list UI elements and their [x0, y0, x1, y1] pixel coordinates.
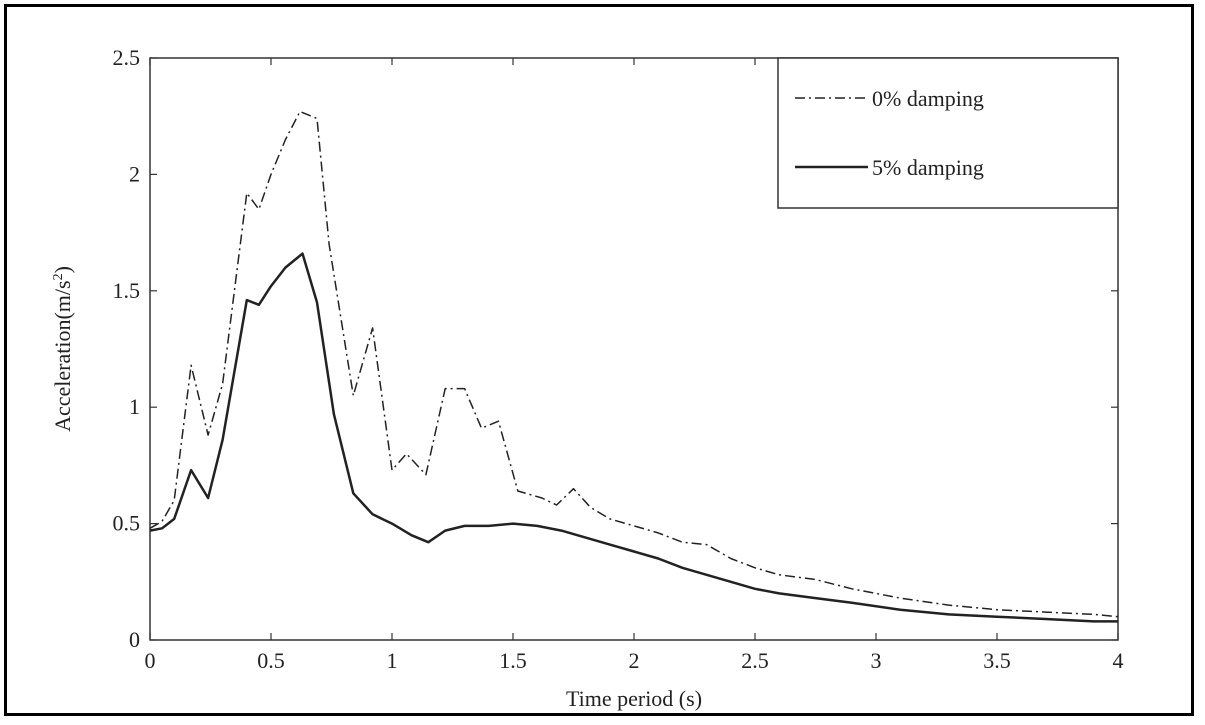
x-tick-label: 1 [387, 648, 398, 673]
y-axis-title-main: Acceleration(m/s [50, 280, 75, 432]
series-group [149, 110, 1119, 623]
x-tick-label: 2.5 [741, 648, 769, 673]
x-tick-label: 0.5 [257, 648, 285, 673]
legend-label-5-damping: 5% damping [872, 155, 984, 180]
y-tick-label: 1 [129, 394, 140, 419]
y-axis-title: Acceleration(m/s2) [50, 266, 75, 432]
y-tick-label: 2.5 [113, 45, 141, 70]
legend: 0% damping 5% damping [777, 57, 1119, 209]
x-tick-label: 4 [1113, 648, 1124, 673]
y-tick-label: 0.5 [113, 511, 141, 536]
x-tick-label: 2 [629, 648, 640, 673]
series-line-5-damping [149, 252, 1118, 623]
y-axis-title-close: ) [50, 266, 75, 273]
y-tick-label: 2 [129, 161, 140, 186]
x-tick-label: 3 [871, 648, 882, 673]
x-tick-label: 3.5 [983, 648, 1011, 673]
x-axis-title: Time period (s) [566, 686, 702, 711]
y-tick-label: 0 [129, 627, 140, 652]
y-tick-label: 1.5 [113, 278, 141, 303]
y-axis-title-sup: 2 [51, 273, 66, 280]
legend-label-0-damping: 0% damping [872, 86, 984, 111]
tick-labels: 0 0.5 1 1.5 2 2.5 3 3.5 4 0 0.5 1 1.5 2 2.5 [113, 45, 1124, 673]
series-line-0-damping [149, 110, 1119, 618]
x-tick-label: 0 [145, 648, 156, 673]
legend-box [777, 57, 1119, 209]
x-tick-label: 1.5 [499, 648, 527, 673]
